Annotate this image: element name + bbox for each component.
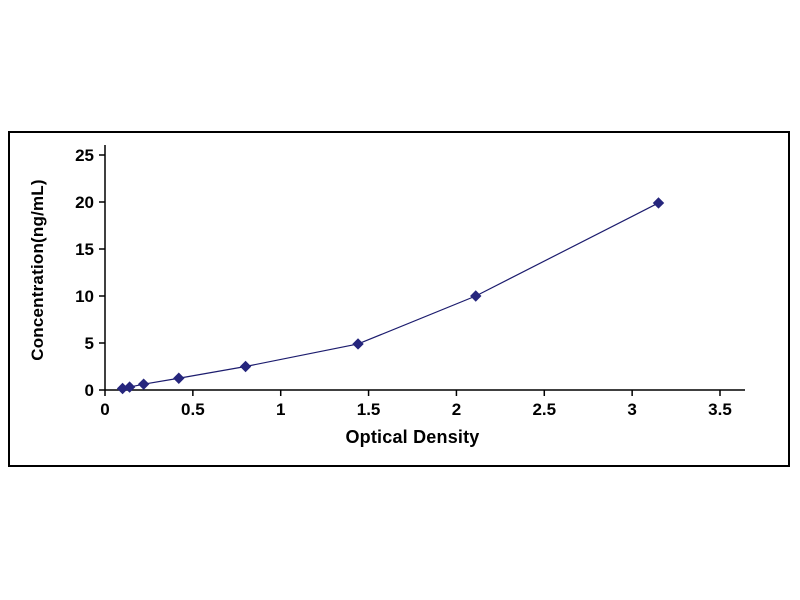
y-tick-label: 5 [85,334,94,353]
standard-curve-plot: 0 0.5 1 1.5 2 2.5 3 3.5 0 5 10 15 20 25 [75,145,745,419]
x-tick-label: 3 [627,400,636,419]
chart-frame: 0 0.5 1 1.5 2 2.5 3 3.5 0 5 10 15 20 25 Optical Densi… [8,131,790,467]
x-tick-label: 2 [452,400,461,419]
y-tick-label: 20 [75,193,94,212]
x-axis-label: Optical Density [345,427,480,447]
y-tick-label: 25 [75,146,94,165]
x-tick-label: 1.5 [357,400,381,419]
data-point-marker [470,290,482,302]
data-point-marker [352,338,364,350]
y-tick-label: 10 [75,287,94,306]
y-axis-label: Concentration(ng/mL) [28,179,47,361]
x-tick-label: 3.5 [708,400,732,419]
data-point-marker [652,197,665,209]
data-point-marker [137,378,150,390]
y-tick-label: 0 [85,381,94,400]
x-tick-label: 1 [276,400,285,419]
data-point-marker [239,360,252,373]
x-tick-label: 0.5 [181,400,205,419]
data-point-marker [173,372,185,384]
y-tick-label: 15 [75,240,94,259]
data-point-marker [123,381,136,393]
x-tick-label: 2.5 [532,400,556,419]
x-tick-label: 0 [100,400,109,419]
series-line [122,202,659,390]
